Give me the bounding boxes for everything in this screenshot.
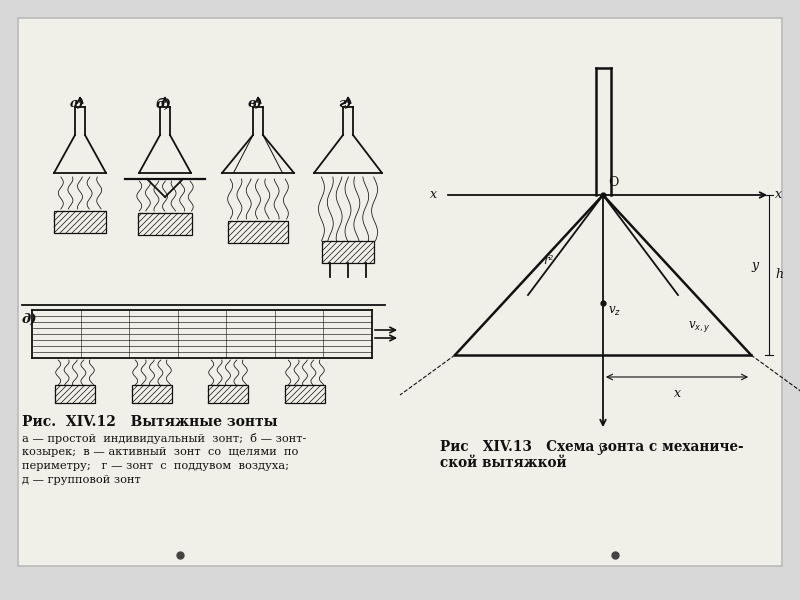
- Bar: [285, 385, 325, 403]
- Text: r²: r²: [543, 253, 553, 266]
- Text: Рис   XIV.13   Схема зонта с механиче-: Рис XIV.13 Схема зонта с механиче-: [440, 440, 744, 454]
- Text: ской вытяжкой: ской вытяжкой: [440, 456, 566, 470]
- Text: д — групповой зонт: д — групповой зонт: [22, 475, 141, 485]
- Text: Рис.  XIV.12   Вытяжные зонты: Рис. XIV.12 Вытяжные зонты: [22, 415, 278, 429]
- Text: x: x: [430, 188, 437, 202]
- Text: x: x: [674, 387, 681, 400]
- Text: д): д): [22, 313, 38, 326]
- Bar: [208, 385, 248, 403]
- Text: козырек;  в — активный  зонт  со  щелями  по: козырек; в — активный зонт со щелями по: [22, 447, 298, 457]
- FancyBboxPatch shape: [18, 18, 782, 566]
- Text: y: y: [751, 259, 758, 271]
- Text: x: x: [775, 188, 782, 202]
- Text: а): а): [70, 98, 85, 111]
- Text: в): в): [248, 98, 263, 111]
- Bar: [322, 241, 374, 263]
- Text: а — простой  индивидуальный  зонт;  б — зонт-: а — простой индивидуальный зонт; б — зон…: [22, 433, 306, 444]
- Bar: [54, 211, 106, 233]
- Text: O: O: [608, 176, 618, 189]
- Text: периметру;   г — зонт  с  поддувом  воздуха;: периметру; г — зонт с поддувом воздуха;: [22, 461, 289, 471]
- Text: v$_{x,y}$: v$_{x,y}$: [688, 319, 711, 335]
- Text: б): б): [155, 98, 171, 111]
- Bar: [132, 385, 172, 403]
- Text: v$_z$: v$_z$: [608, 305, 622, 318]
- Text: г): г): [338, 98, 352, 111]
- Bar: [138, 213, 192, 235]
- Bar: [228, 221, 288, 243]
- Bar: [55, 385, 95, 403]
- Text: h: h: [775, 269, 783, 281]
- Text: y: y: [598, 442, 605, 455]
